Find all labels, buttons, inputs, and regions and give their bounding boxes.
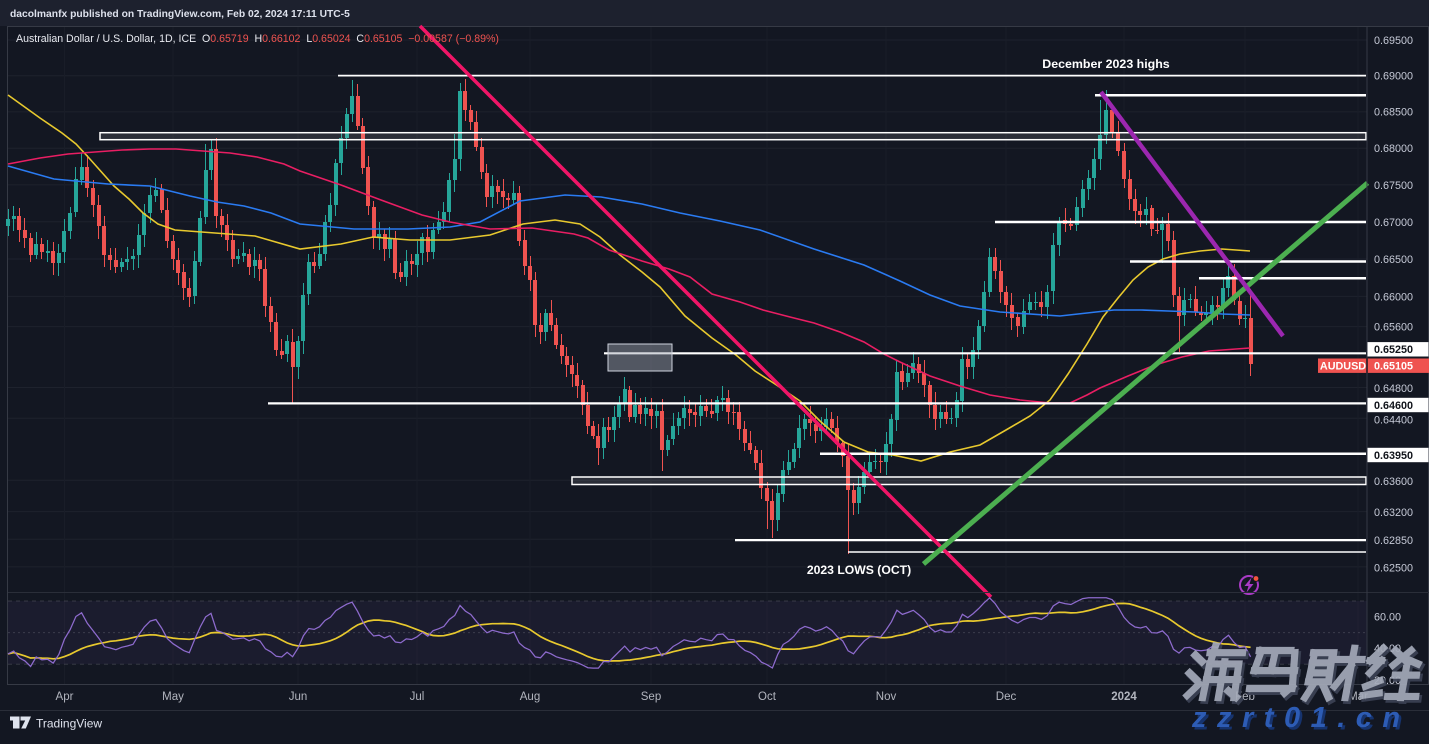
svg-text:0.66500: 0.66500 [1374, 254, 1413, 266]
svg-text:Sep: Sep [641, 691, 661, 703]
svg-text:Apr: Apr [56, 691, 74, 703]
svg-text:0.67000: 0.67000 [1374, 217, 1413, 229]
svg-text:Jun: Jun [289, 691, 308, 703]
svg-text:0.65250: 0.65250 [1374, 344, 1413, 356]
svg-text:0.63200: 0.63200 [1374, 507, 1413, 519]
svg-text:0.65105: 0.65105 [1374, 360, 1413, 372]
svg-text:Nov: Nov [876, 691, 897, 703]
svg-text:Aug: Aug [520, 691, 540, 703]
svg-text:0.64800: 0.64800 [1374, 383, 1413, 395]
svg-text:December 2023 highs: December 2023 highs [1042, 57, 1170, 71]
svg-text:0.68000: 0.68000 [1374, 143, 1413, 155]
svg-text:Dec: Dec [996, 691, 1017, 703]
svg-text:0.64400: 0.64400 [1374, 414, 1413, 426]
svg-text:0.62850: 0.62850 [1374, 535, 1413, 547]
svg-text:0.67500: 0.67500 [1374, 180, 1413, 192]
svg-text:2024: 2024 [1111, 691, 1137, 703]
svg-text:May: May [162, 691, 184, 703]
svg-text:0.65600: 0.65600 [1374, 322, 1413, 334]
svg-text:dacolmanfx published on Tradin: dacolmanfx published on TradingView.com,… [10, 9, 350, 20]
svg-text:0.69500: 0.69500 [1374, 35, 1413, 47]
svg-text:TradingView: TradingView [36, 717, 102, 731]
svg-text:0.63950: 0.63950 [1374, 450, 1413, 462]
svg-text:Jul: Jul [410, 691, 425, 703]
svg-text:0.62500: 0.62500 [1374, 563, 1413, 575]
svg-text:Oct: Oct [758, 691, 777, 703]
svg-text:AUDUSD: AUDUSD [1320, 360, 1366, 372]
svg-text:0.68500: 0.68500 [1374, 107, 1413, 119]
svg-text:0.64600: 0.64600 [1374, 400, 1413, 412]
svg-text:0.69000: 0.69000 [1374, 71, 1413, 83]
svg-text:2023 LOWS (OCT): 2023 LOWS (OCT) [807, 563, 911, 577]
svg-text:60.00: 60.00 [1374, 612, 1401, 624]
svg-text:0.63600: 0.63600 [1374, 476, 1413, 488]
svg-text:0.66000: 0.66000 [1374, 292, 1413, 304]
svg-text:Australian Dollar / U.S. Dolla: Australian Dollar / U.S. Dollar, 1D, ICE… [16, 33, 499, 45]
